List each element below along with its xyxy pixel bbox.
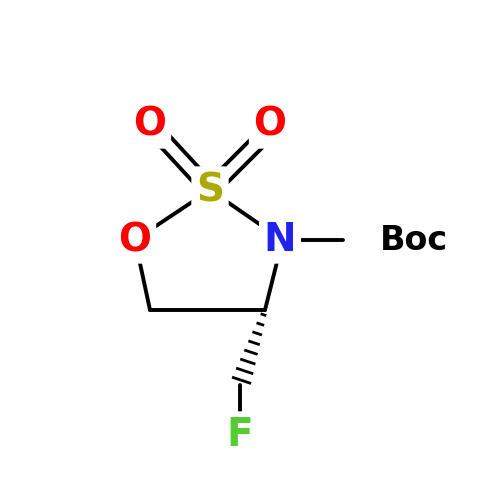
Text: F: F [226, 416, 254, 454]
Text: O: O [254, 106, 286, 144]
Text: S: S [196, 171, 224, 209]
Text: N: N [264, 221, 296, 259]
Text: O: O [134, 106, 166, 144]
Text: Boc: Boc [380, 224, 448, 256]
Text: O: O [118, 221, 152, 259]
